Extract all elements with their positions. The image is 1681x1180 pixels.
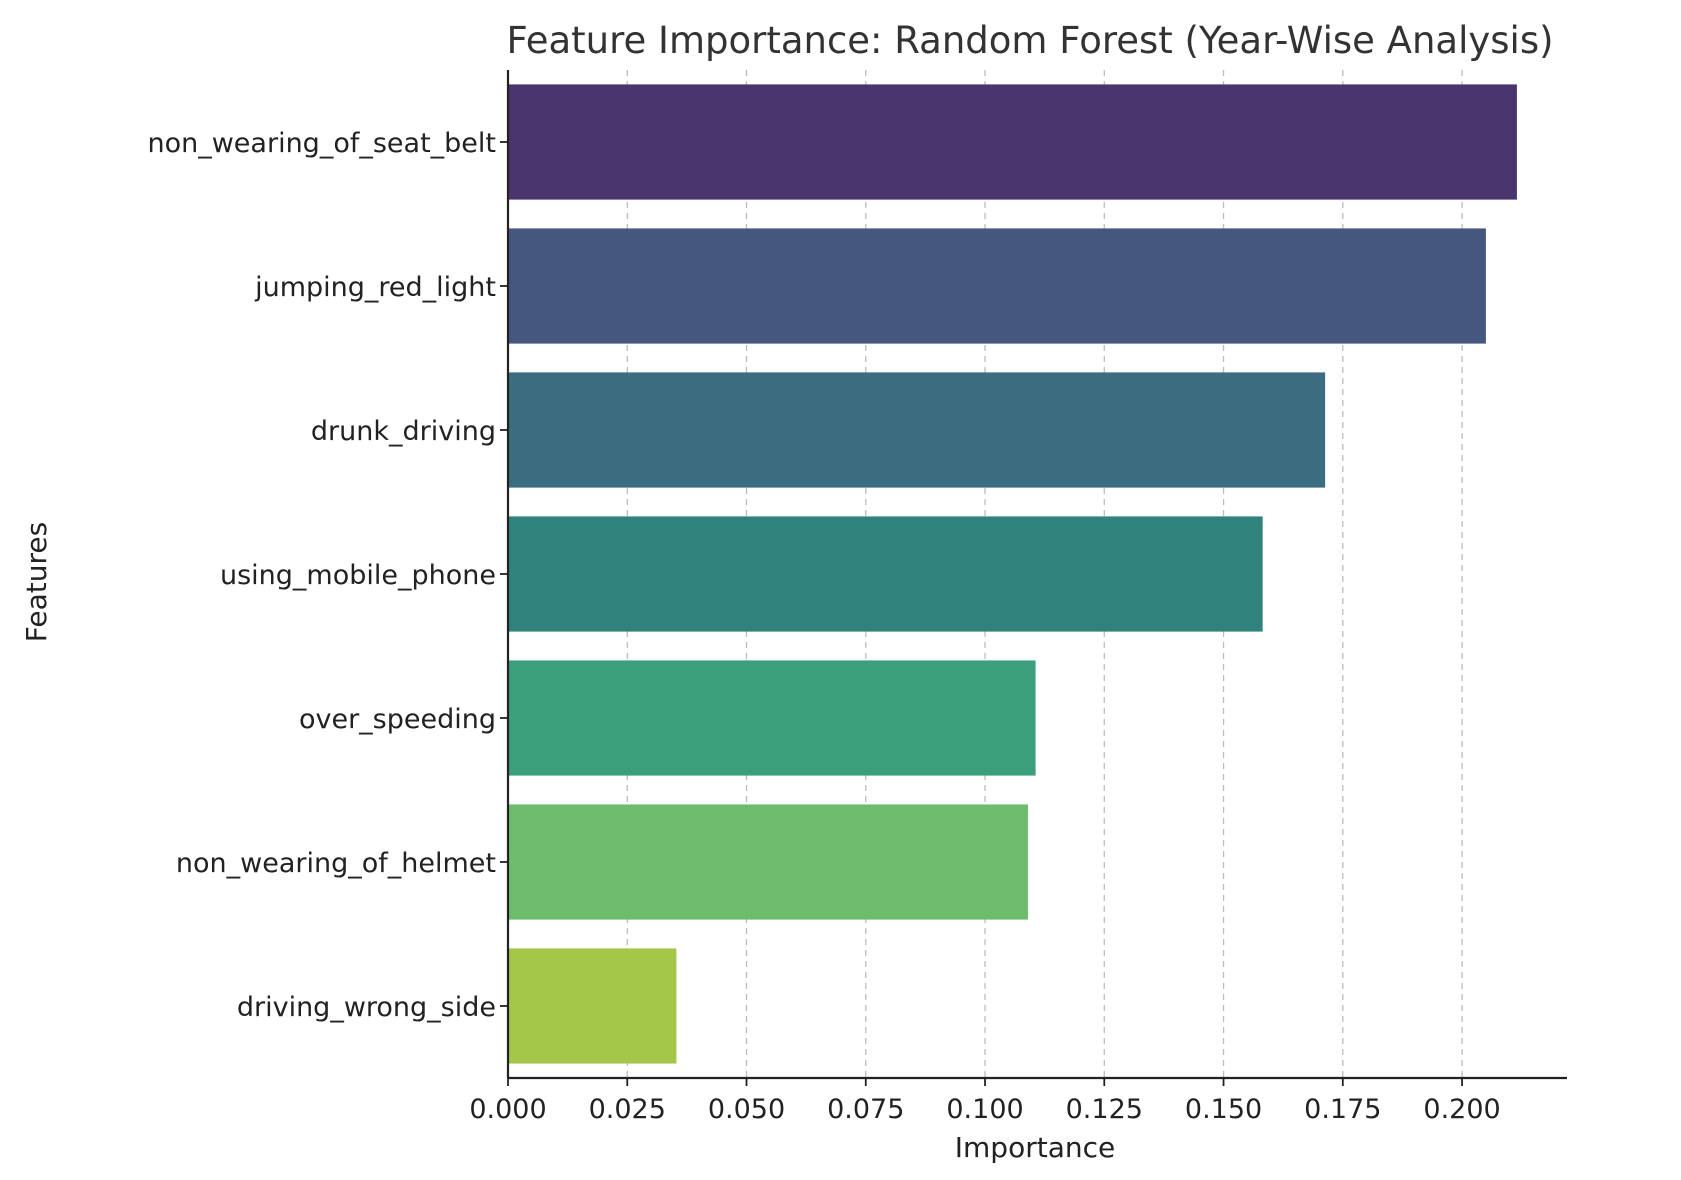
bar-non-wearing-of-seat-belt <box>508 84 1517 200</box>
bar-using-mobile-phone <box>508 516 1263 632</box>
y-tick-label: jumping_red_light <box>254 272 496 303</box>
bar-over-speeding <box>508 660 1036 776</box>
y-tick-label: using_mobile_phone <box>220 560 496 591</box>
bar-jumping-red-light <box>508 228 1486 344</box>
x-tick-label: 0.100 <box>946 1094 1023 1125</box>
x-ticks: 0.000 0.025 0.050 0.075 0.100 0.125 0.150 0.175… <box>469 1078 1501 1125</box>
bar-driving-wrong-side <box>508 948 677 1064</box>
y-tick-label: non_wearing_of_seat_belt <box>147 128 496 159</box>
y-ticks: non_wearing_of_seat_belt jumping_red_ligh… <box>147 128 508 1023</box>
y-tick-label: non_wearing_of_helmet <box>176 848 496 879</box>
y-tick-label: driving_wrong_side <box>237 992 496 1023</box>
x-tick-label: 0.200 <box>1423 1094 1500 1125</box>
x-tick-label: 0.000 <box>469 1094 546 1125</box>
chart-title: Feature Importance: Random Forest (Year-… <box>506 19 1553 62</box>
x-tick-label: 0.125 <box>1066 1094 1143 1125</box>
x-tick-label: 0.150 <box>1185 1094 1262 1125</box>
x-axis-label: Importance <box>955 1131 1115 1164</box>
x-tick-label: 0.075 <box>827 1094 904 1125</box>
bars <box>508 84 1517 1064</box>
y-tick-label: over_speeding <box>299 704 496 735</box>
x-tick-label: 0.050 <box>708 1094 785 1125</box>
bar-non-wearing-of-helmet <box>508 804 1028 920</box>
y-tick-label: drunk_driving <box>311 416 496 447</box>
x-tick-label: 0.175 <box>1304 1094 1381 1125</box>
x-tick-label: 0.025 <box>589 1094 666 1125</box>
bar-drunk-driving <box>508 372 1326 488</box>
y-axis-label: Features <box>20 522 53 642</box>
